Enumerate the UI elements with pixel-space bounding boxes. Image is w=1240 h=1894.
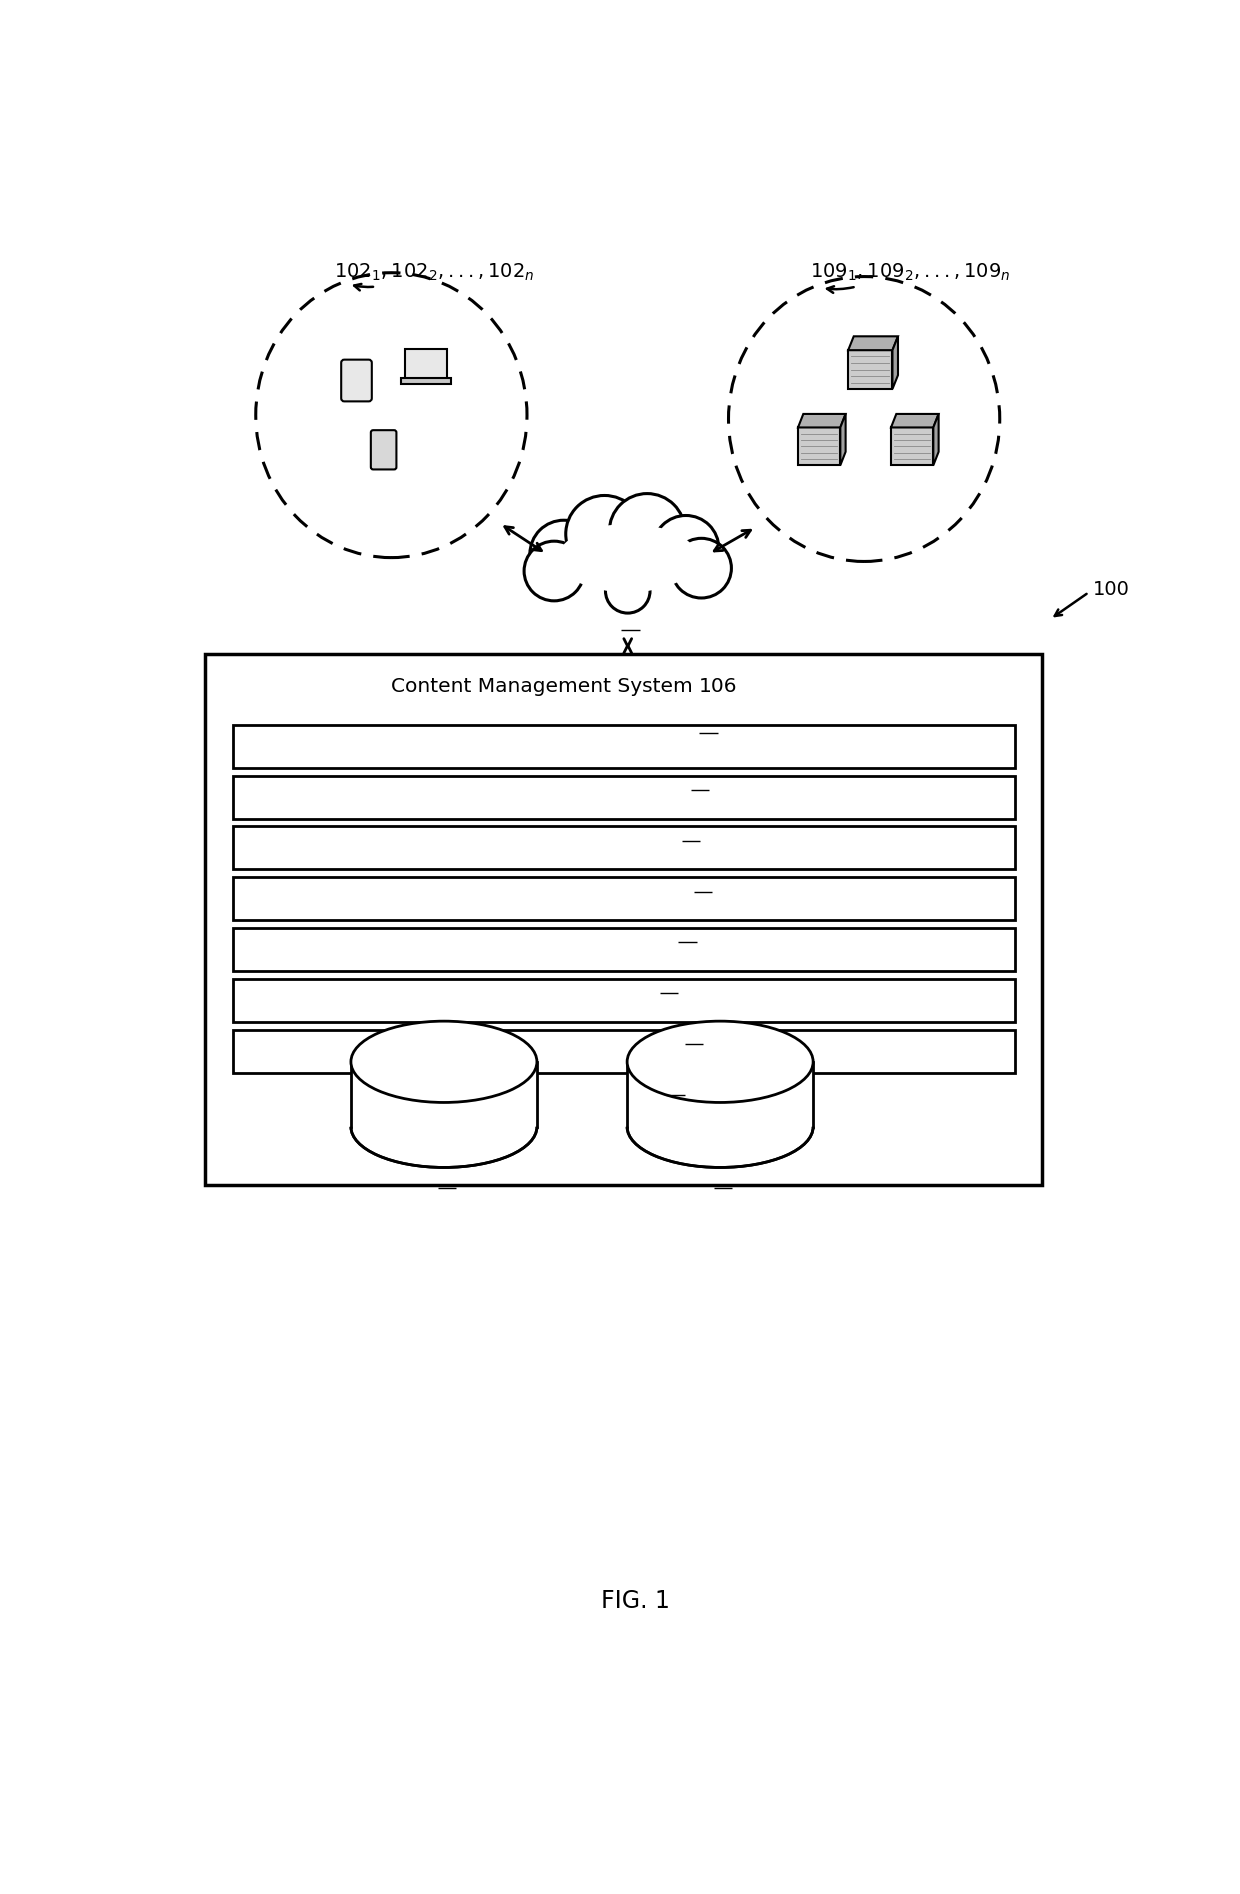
Text: User Interface Module: User Interface Module [469, 788, 682, 807]
Text: 122: 122 [682, 788, 717, 807]
Text: Analytics Module: Analytics Module [501, 1042, 666, 1061]
Text: 126: 126 [678, 888, 714, 909]
Ellipse shape [558, 525, 697, 593]
Bar [233, 826, 1016, 869]
Bar [206, 653, 1043, 1186]
Ellipse shape [351, 1085, 537, 1167]
FancyBboxPatch shape [371, 430, 397, 470]
Text: 124: 124 [693, 839, 729, 858]
Text: Sharing Module: Sharing Module [508, 939, 660, 958]
Circle shape [609, 494, 684, 568]
Text: $102_1, 102_2, ..., 102_n$: $102_1, 102_2, ..., 102_n$ [334, 261, 534, 284]
Bar [402, 377, 451, 384]
Bar [233, 725, 1016, 767]
Polygon shape [893, 337, 898, 388]
Circle shape [671, 538, 732, 599]
Polygon shape [799, 428, 841, 466]
FancyBboxPatch shape [341, 360, 372, 402]
Text: Authenticator Module: Authenticator Module [470, 888, 678, 909]
Polygon shape [848, 337, 898, 350]
Bar [627, 1063, 813, 1127]
Text: 130: 130 [660, 939, 696, 958]
Bar [405, 348, 448, 379]
Bar [233, 877, 1016, 920]
Text: 150: 150 [438, 1135, 474, 1153]
Text: 160: 160 [714, 1135, 750, 1153]
Ellipse shape [351, 1021, 537, 1102]
Text: 132: 132 [684, 991, 720, 1010]
Text: 104: 104 [621, 576, 658, 595]
Text: Synchronization Module: Synchronization Module [455, 991, 684, 1010]
FancyBboxPatch shape [546, 534, 709, 597]
Polygon shape [799, 415, 846, 428]
Polygon shape [934, 415, 939, 466]
Bar [351, 1063, 537, 1127]
Bar [233, 979, 1016, 1023]
Text: Content
Storage: Content Storage [683, 1064, 758, 1106]
Text: User Account
Database: User Account Database [382, 1064, 506, 1106]
Polygon shape [841, 415, 846, 466]
Circle shape [653, 515, 719, 581]
Circle shape [525, 542, 584, 600]
Polygon shape [848, 350, 893, 388]
Text: Communications Interface: Communications Interface [438, 737, 691, 756]
Bar [233, 775, 1016, 818]
Text: 134: 134 [666, 1042, 702, 1061]
Circle shape [605, 568, 650, 614]
Circle shape [565, 496, 644, 572]
Text: $109_1, 109_2, ..., 109_n$: $109_1, 109_2, ..., 109_n$ [811, 261, 1011, 284]
Text: 120: 120 [691, 737, 727, 756]
Circle shape [529, 521, 598, 587]
Ellipse shape [627, 1021, 813, 1102]
Text: Account Management Module: Account Management Module [408, 839, 693, 858]
Bar [233, 1030, 1016, 1072]
Bar [233, 928, 1016, 972]
Text: FIG. 1: FIG. 1 [601, 1589, 670, 1614]
Text: 106: 106 [699, 676, 738, 695]
Polygon shape [892, 415, 939, 428]
Text: 100: 100 [1092, 580, 1130, 599]
Polygon shape [892, 428, 934, 466]
Ellipse shape [627, 1085, 813, 1167]
Text: Network: Network [587, 545, 668, 564]
Text: Content Management System: Content Management System [391, 676, 699, 695]
